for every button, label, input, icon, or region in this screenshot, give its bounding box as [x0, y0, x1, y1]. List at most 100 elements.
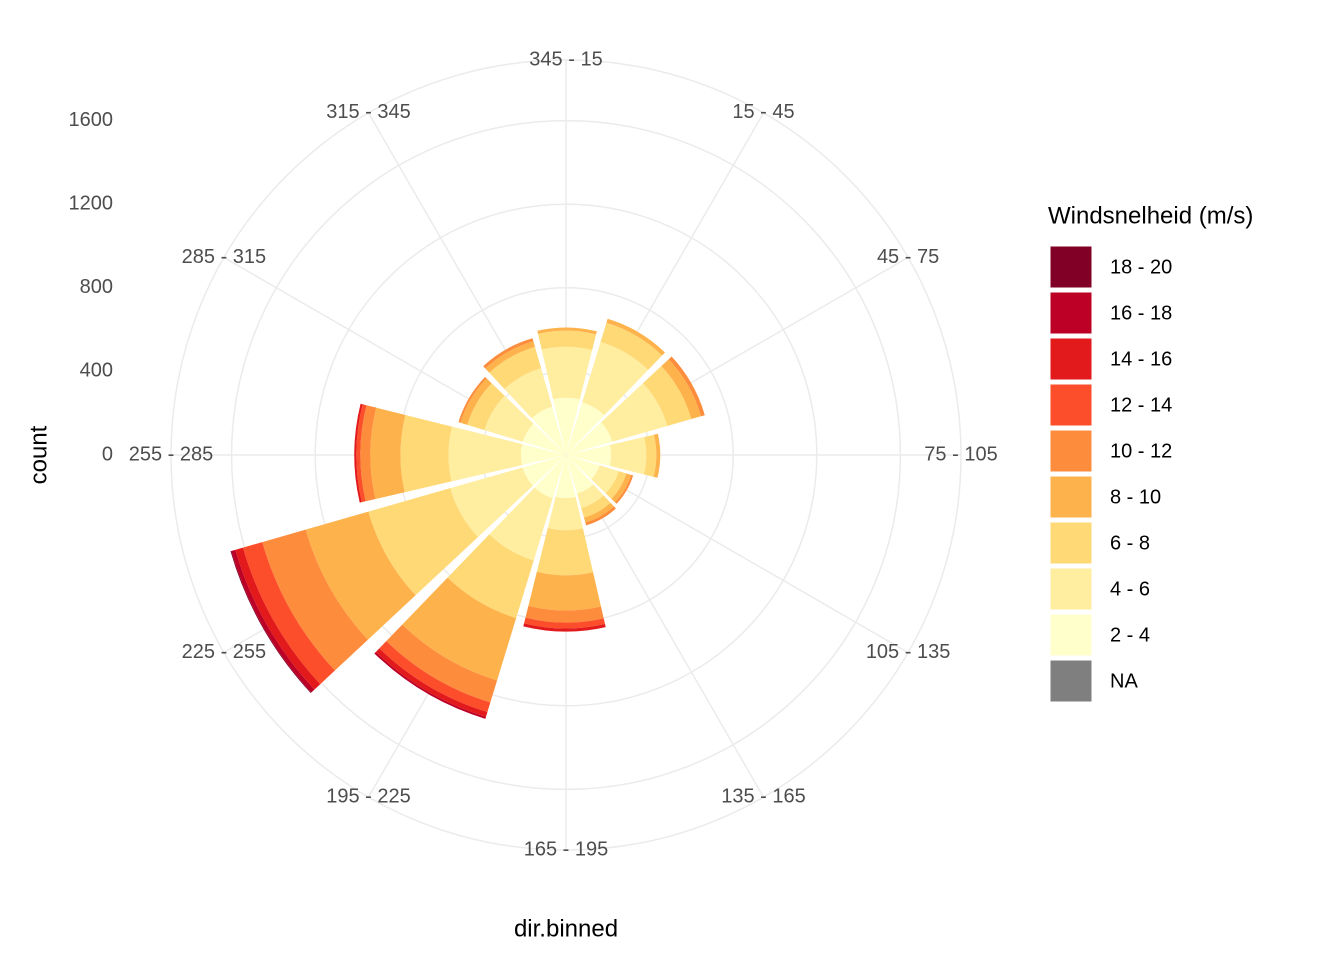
x-tick-label: 15 - 45: [732, 101, 794, 123]
bar-segment: [566, 455, 594, 494]
bar-segment: [370, 407, 406, 500]
bar-segment: [609, 436, 647, 475]
x-tick-label: 135 - 165: [721, 785, 806, 807]
bar-segment: [553, 397, 580, 455]
legend-key: [1049, 245, 1093, 289]
bar-segment: [605, 471, 627, 499]
bar-segment: [522, 455, 566, 486]
bar-segment: [504, 368, 553, 419]
legend-key: [1049, 383, 1093, 427]
bar-segment: [520, 444, 566, 466]
bar-segment: [402, 577, 517, 681]
x-tick-label: 315 - 345: [326, 101, 411, 123]
bar-segment: [485, 341, 536, 373]
x-tick-label: 255 - 285: [129, 443, 214, 465]
y-tick-label: 400: [80, 360, 113, 382]
x-tick-label: 285 - 315: [182, 246, 267, 268]
y-tick-label: 1600: [69, 109, 114, 131]
legend-label: 18 - 20: [1110, 256, 1172, 278]
bar-segment: [262, 529, 368, 671]
bar-segment: [581, 495, 611, 518]
bar-segment: [447, 534, 534, 619]
bar-segment: [460, 378, 492, 425]
y-tick-label: 800: [80, 276, 113, 298]
bar-segment: [242, 542, 335, 685]
bar-segment: [653, 433, 661, 478]
bar-segment: [591, 465, 619, 494]
bar-segment: [600, 322, 663, 370]
legend-label: 2 - 4: [1110, 624, 1150, 646]
bars: [230, 318, 705, 719]
bar-segment: [448, 426, 523, 482]
y-tick-label: 0: [102, 443, 113, 465]
bar-segment: [400, 414, 453, 493]
bar-segment: [489, 487, 553, 561]
bar-segment: [523, 623, 606, 632]
bar-segment: [458, 376, 487, 423]
bar-segment: [668, 356, 705, 417]
legend-label: 10 - 12: [1110, 440, 1172, 462]
bar-segment: [386, 624, 498, 703]
bar-segment: [368, 488, 478, 596]
x-tick-label: 75 - 105: [924, 443, 997, 465]
legend-key: [1049, 521, 1093, 565]
bar-segment: [566, 422, 613, 455]
bar-segment: [643, 434, 657, 477]
bar-segment: [528, 571, 601, 611]
legend-label: 16 - 18: [1110, 302, 1172, 324]
legend-label: 14 - 16: [1110, 348, 1172, 370]
y-tick-label: 1200: [69, 192, 114, 214]
x-tick-label: 195 - 225: [326, 785, 411, 807]
bar-segment: [356, 404, 367, 503]
bar-segment: [305, 511, 416, 640]
legend-label: 6 - 8: [1110, 532, 1150, 554]
bar-segment: [360, 405, 377, 502]
legend-key: [1049, 659, 1093, 703]
bar-segment: [601, 383, 668, 442]
bar-segment: [354, 403, 363, 503]
bar-segment: [531, 406, 566, 455]
bar-segment: [606, 318, 666, 356]
bar-segment: [524, 617, 606, 629]
x-tick-label: 345 - 15: [529, 48, 602, 70]
bar-segment: [661, 359, 702, 420]
bar-segment: [541, 346, 593, 400]
bar-segment: [489, 346, 542, 389]
bar-segment: [379, 641, 491, 713]
x-tick-label: 165 - 195: [524, 838, 609, 860]
bar-segment: [537, 327, 597, 335]
bar-segment: [536, 528, 594, 576]
legend-key: [1049, 291, 1093, 335]
bar-segment: [375, 648, 488, 717]
legend-label: 4 - 6: [1110, 578, 1150, 600]
labels: 0 400 800 1200 1600 345 - 15 15 - 45 45 - 75 75 …: [69, 48, 998, 860]
bar-segment: [615, 474, 634, 504]
legend-label: NA: [1110, 670, 1138, 692]
legend-label: 12 - 14: [1110, 394, 1172, 416]
legend-title: Windsnelheid (m/s): [1048, 202, 1253, 229]
bar-segment: [450, 467, 533, 538]
bar-segment: [583, 502, 614, 523]
bar-segment: [483, 338, 534, 369]
bar-segment: [467, 383, 505, 431]
legend-key: [1049, 567, 1093, 611]
bar-segment: [582, 341, 649, 416]
legend: 18 - 20 16 - 18 14 - 16 12 - 14 10 - 12 8 - 1…: [1049, 245, 1172, 703]
bar-segment: [566, 444, 612, 466]
bar-segment: [484, 395, 534, 442]
bar-segment: [566, 455, 600, 480]
x-axis-title: dir.binned: [514, 915, 618, 942]
bar-segment: [555, 455, 576, 499]
bar-segment: [643, 366, 692, 426]
bar-segment: [525, 605, 604, 623]
bar-segment: [534, 455, 566, 499]
bar-segment: [538, 330, 597, 350]
bar-segment: [235, 547, 321, 690]
bar-segment: [547, 496, 583, 531]
bar-segment: [585, 506, 616, 526]
bar-segment: [611, 473, 632, 503]
legend-key: [1049, 337, 1093, 381]
legend-key: [1049, 475, 1093, 519]
y-axis-title: count: [25, 425, 52, 484]
